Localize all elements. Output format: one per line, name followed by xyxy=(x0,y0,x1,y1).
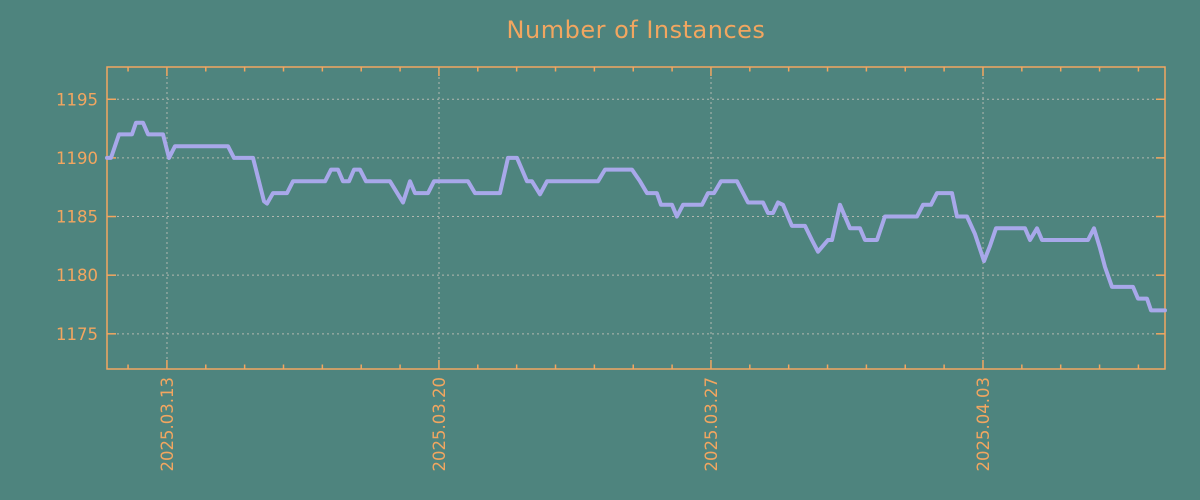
x-axis-tick-label: 2025.03.20 xyxy=(430,377,449,471)
y-axis-tick-label: 1195 xyxy=(56,90,98,109)
y-axis-tick-label: 1185 xyxy=(56,208,98,227)
x-axis-labels: 2025.03.13 2025.03.20 2025.03.27 2025.04.03 xyxy=(158,377,993,471)
data-line xyxy=(105,120,1167,313)
x-axis-tick-label: 2025.04.03 xyxy=(974,377,993,471)
y-axis-labels: 1175 1180 1185 1190 1195 xyxy=(56,90,98,344)
y-axis-tick-label: 1180 xyxy=(56,266,98,285)
plot-border xyxy=(106,66,1166,370)
axis-ticks xyxy=(107,67,1165,369)
x-axis-tick-label: 2025.03.13 xyxy=(158,377,177,471)
x-axis-tick-label: 2025.03.27 xyxy=(702,377,721,471)
chart-title: Number of Instances xyxy=(506,16,766,44)
grid-lines xyxy=(107,67,1165,369)
y-axis-tick-label: 1175 xyxy=(56,325,98,344)
plot-border-rect xyxy=(106,66,1166,370)
series-line xyxy=(105,120,1167,313)
y-axis-tick-label: 1190 xyxy=(56,149,98,168)
